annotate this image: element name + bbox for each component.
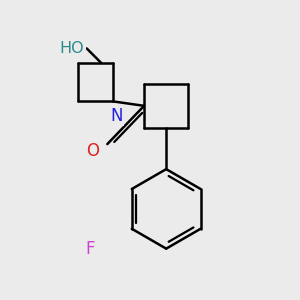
Text: HO: HO — [60, 41, 84, 56]
Text: N: N — [110, 107, 122, 125]
Text: F: F — [85, 240, 94, 258]
Text: O: O — [86, 142, 99, 160]
